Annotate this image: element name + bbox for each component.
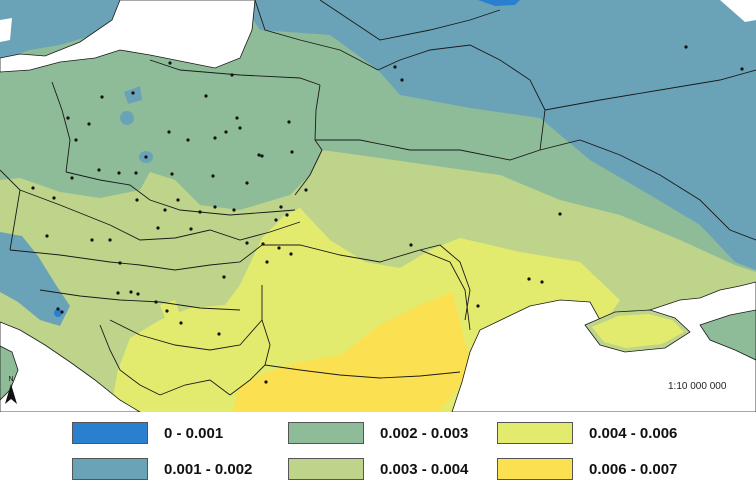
border-baltic-states	[254, 0, 379, 71]
contour-map	[0, 0, 756, 412]
border-czech-slovakia	[19, 189, 301, 241]
zone-0-0001-north	[478, 0, 520, 6]
legend-swatch	[497, 422, 573, 444]
zone-0-0001-west-dot	[54, 309, 62, 317]
adriatic-sea	[0, 321, 141, 412]
italy-land	[0, 345, 19, 401]
border-germany-west	[0, 169, 21, 251]
legend-label: 0.006 - 0.007	[589, 460, 678, 478]
border-ukraine-belarus	[315, 139, 541, 161]
legend-swatch	[288, 422, 364, 444]
border-bosnia	[99, 324, 161, 396]
legend-item-0002-0003: 0.002 - 0.003	[288, 422, 468, 444]
border-macedonia	[229, 364, 266, 396]
station-points	[31, 45, 744, 384]
legend-label: 0.001 - 0.002	[164, 460, 253, 478]
border-montenegro	[159, 379, 231, 396]
legend-label: 0.004 - 0.006	[589, 424, 678, 442]
legend-item-0003-0004: 0.003 - 0.004	[288, 458, 468, 480]
border-poland-germany	[51, 81, 71, 173]
border-latvia	[319, 0, 501, 41]
baltic-inlet	[70, 44, 90, 56]
legend-item-0006-0007: 0.006 - 0.007	[497, 458, 677, 480]
legend-item-0001-0002: 0.001 - 0.002	[72, 458, 252, 480]
country-borders	[0, 0, 756, 396]
zone-0001-0002-west-strip	[0, 232, 70, 326]
border-poland-north	[149, 59, 321, 86]
legend-swatch	[288, 458, 364, 480]
zone-0001-0002-patch-b	[120, 111, 134, 125]
border-belarus-russia	[377, 44, 546, 151]
legend-label: 0.002 - 0.003	[380, 424, 469, 442]
zone-0003-0004-west-edge	[0, 180, 16, 205]
border-bulgaria	[264, 364, 461, 379]
north-label: N	[8, 376, 13, 383]
baltic-sea	[0, 0, 256, 73]
legend: 0 - 0.001 0.002 - 0.003 0.004 - 0.006 0.…	[0, 412, 756, 484]
zone-0006-0007-south	[232, 292, 470, 412]
crimea-yellow	[592, 314, 684, 348]
border-east-russia	[544, 69, 756, 111]
legend-label: 0 - 0.001	[164, 424, 224, 442]
north-arrow-icon: N	[5, 376, 17, 404]
zone-0001-0002-north	[0, 0, 756, 270]
border-austria-hungary	[9, 244, 263, 271]
border-ukraine-russia	[539, 139, 756, 241]
legend-label: 0.003 - 0.004	[380, 460, 469, 478]
border-poland-east	[294, 84, 323, 196]
border-serbia-bulgaria	[261, 319, 271, 366]
zone-0001-0002-baltic	[0, 0, 120, 60]
border-moldova	[419, 244, 471, 321]
legend-swatch	[497, 458, 573, 480]
legend-item-0004-0006: 0.004 - 0.006	[497, 422, 677, 444]
legend-swatch	[72, 422, 148, 444]
legend-swatch	[72, 458, 148, 480]
scale-label: 1:10 000 000	[668, 381, 727, 392]
caspian-edge	[720, 0, 756, 22]
zone-0001-0002-patch-a	[124, 86, 142, 104]
legend-item-0-0001: 0 - 0.001	[72, 422, 223, 444]
border-poland-south	[65, 171, 296, 216]
lake-west	[0, 18, 12, 42]
caucasus-land	[699, 309, 756, 361]
border-slovenia-croatia	[39, 289, 241, 311]
border-romania	[262, 244, 471, 331]
